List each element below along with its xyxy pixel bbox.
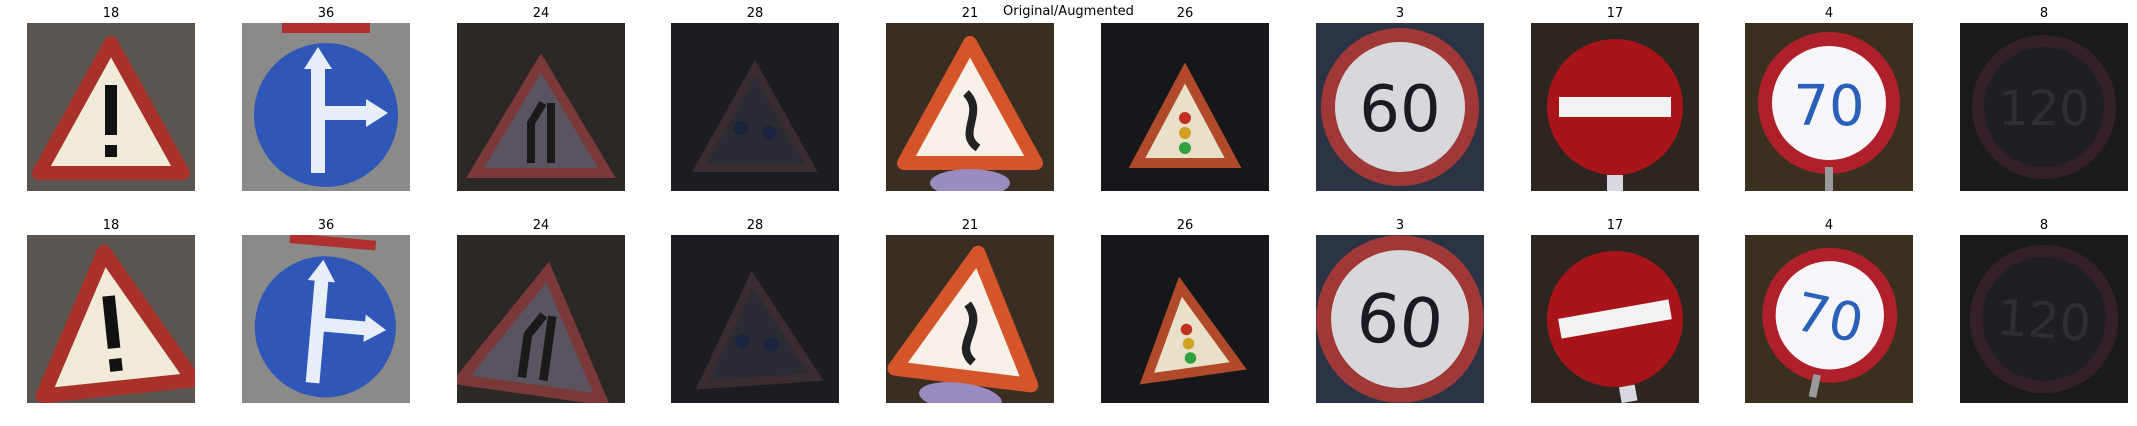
sign-image-children-crossing <box>671 235 839 403</box>
image-cell: 28 <box>671 6 839 196</box>
figure-suptitle: Original/Augmented <box>1003 4 1134 19</box>
sign-image-double-curve <box>886 23 1054 191</box>
svg-text:60: 60 <box>1359 73 1440 147</box>
sign-image-children-crossing <box>671 23 839 191</box>
sign-graphic <box>27 23 195 191</box>
sign-image-road-narrows-right <box>457 23 625 191</box>
sign-graphic <box>886 235 1054 403</box>
sign-image-warning-exclamation <box>27 23 195 191</box>
sign-image-no-entry <box>1531 23 1699 191</box>
class-label: 28 <box>746 6 764 21</box>
class-label: 26 <box>1176 6 1194 21</box>
sign-graphic: 120 <box>1960 235 2128 403</box>
sign-graphic <box>1531 235 1699 403</box>
class-label: 4 <box>1824 6 1834 21</box>
image-cell: 4 70 <box>1745 218 1913 408</box>
image-cell: 8 120 <box>1960 6 2128 196</box>
image-cell: 21 <box>886 218 1054 408</box>
sign-image-speed-limit-120: 120 <box>1960 23 2128 191</box>
class-label: 17 <box>1606 218 1624 233</box>
image-cell: 4 70 <box>1745 6 1913 196</box>
sign-image-speed-limit-70: 70 <box>1745 235 1913 403</box>
class-label: 3 <box>1395 218 1405 233</box>
image-cell: 17 <box>1531 218 1699 408</box>
class-label: 4 <box>1824 218 1834 233</box>
class-label: 24 <box>532 6 550 21</box>
svg-text:70: 70 <box>1793 74 1864 139</box>
image-cell: 24 <box>457 218 625 408</box>
image-cell: 21 <box>886 6 1054 196</box>
sign-image-warning-exclamation <box>27 235 195 403</box>
sign-graphic <box>671 23 839 191</box>
sign-graphic <box>242 235 410 403</box>
sign-graphic: 60 <box>1316 235 1484 403</box>
svg-text:120: 120 <box>1998 81 2090 137</box>
sign-image-blue-straight-or-right <box>242 23 410 191</box>
image-cell: 18 <box>27 6 195 196</box>
sign-image-road-narrows-right <box>457 235 625 403</box>
class-label: 36 <box>317 218 335 233</box>
sign-image-traffic-signals <box>1101 23 1269 191</box>
class-label: 21 <box>961 218 979 233</box>
class-label: 26 <box>1176 218 1194 233</box>
sign-graphic: 70 <box>1745 23 1913 191</box>
sign-graphic <box>671 235 839 403</box>
sign-image-blue-straight-or-right <box>242 235 410 403</box>
sign-image-speed-limit-60: 60 <box>1316 235 1484 403</box>
image-cell: 18 <box>27 218 195 408</box>
sign-image-speed-limit-70: 70 <box>1745 23 1913 191</box>
sign-graphic: 120 <box>1960 23 2128 191</box>
image-cell: 36 <box>242 6 410 196</box>
sign-graphic <box>457 235 625 403</box>
sign-image-speed-limit-60: 60 <box>1316 23 1484 191</box>
svg-text:120: 120 <box>1995 288 2093 352</box>
class-label: 24 <box>532 218 550 233</box>
class-label: 8 <box>2039 6 2049 21</box>
svg-text:60: 60 <box>1353 277 1447 365</box>
sign-graphic <box>886 23 1054 191</box>
image-cell: 3 60 <box>1316 6 1484 196</box>
row-original: 18 36 24 28 21 26 3 60 17 4 70 8 120 <box>0 6 2137 196</box>
sign-image-double-curve <box>886 235 1054 403</box>
sign-image-no-entry <box>1531 235 1699 403</box>
image-cell: 26 <box>1101 6 1269 196</box>
class-label: 28 <box>746 218 764 233</box>
sign-graphic <box>1531 23 1699 191</box>
image-cell: 24 <box>457 6 625 196</box>
class-label: 18 <box>102 218 120 233</box>
class-label: 21 <box>961 6 979 21</box>
image-cell: 28 <box>671 218 839 408</box>
image-cell: 36 <box>242 218 410 408</box>
sign-image-traffic-signals <box>1101 235 1269 403</box>
image-cell: 8 120 <box>1960 218 2128 408</box>
class-label: 17 <box>1606 6 1624 21</box>
row-augmented: 18 36 24 28 21 26 3 60 17 4 70 8 120 <box>0 218 2137 408</box>
sign-graphic <box>1101 23 1269 191</box>
sign-graphic <box>457 23 625 191</box>
sign-graphic <box>1101 235 1269 403</box>
sign-graphic: 60 <box>1316 23 1484 191</box>
sign-graphic: 70 <box>1745 235 1913 403</box>
image-cell: 3 60 <box>1316 218 1484 408</box>
sign-graphic <box>27 235 195 403</box>
class-label: 8 <box>2039 218 2049 233</box>
image-cell: 26 <box>1101 218 1269 408</box>
image-cell: 17 <box>1531 6 1699 196</box>
class-label: 36 <box>317 6 335 21</box>
sign-image-speed-limit-120: 120 <box>1960 235 2128 403</box>
class-label: 18 <box>102 6 120 21</box>
svg-text:70: 70 <box>1790 281 1869 356</box>
class-label: 3 <box>1395 6 1405 21</box>
sign-graphic <box>242 23 410 191</box>
